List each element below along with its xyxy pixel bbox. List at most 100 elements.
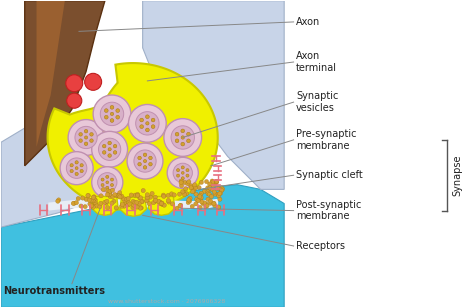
Circle shape [106,175,109,178]
Circle shape [108,191,112,195]
Circle shape [93,95,131,133]
Polygon shape [91,197,118,215]
Circle shape [135,205,139,209]
Polygon shape [148,197,175,215]
Circle shape [160,202,164,207]
Circle shape [198,205,202,209]
Circle shape [126,197,130,201]
Circle shape [162,194,166,198]
Circle shape [166,198,171,203]
Circle shape [219,186,223,190]
Circle shape [180,184,183,188]
Circle shape [140,125,144,128]
Polygon shape [1,123,109,227]
Circle shape [99,194,103,198]
Circle shape [105,199,109,203]
Circle shape [209,194,213,199]
Circle shape [91,167,123,198]
Circle shape [112,199,116,204]
Circle shape [102,151,106,154]
Circle shape [118,195,122,199]
Circle shape [141,188,146,193]
Circle shape [79,132,82,136]
Circle shape [176,168,180,172]
Circle shape [182,172,184,174]
Text: Synaptic
vesicles: Synaptic vesicles [296,91,338,113]
Circle shape [218,197,222,201]
Circle shape [147,201,151,206]
Circle shape [197,185,201,190]
Circle shape [79,139,82,142]
Circle shape [159,201,164,205]
Circle shape [204,180,209,184]
Circle shape [108,141,111,145]
Circle shape [148,195,153,199]
Circle shape [176,174,180,177]
Circle shape [187,198,191,202]
Circle shape [189,184,193,188]
Circle shape [128,104,166,142]
Circle shape [158,201,162,206]
Circle shape [156,199,161,204]
Circle shape [188,196,192,201]
Circle shape [160,201,164,205]
Circle shape [213,203,217,208]
Circle shape [181,129,185,133]
Circle shape [161,193,165,197]
Circle shape [212,190,217,194]
Text: Neurotransmitters: Neurotransmitters [3,286,106,296]
Circle shape [218,192,222,196]
Circle shape [182,192,187,197]
Circle shape [75,126,97,148]
Circle shape [158,200,162,205]
Circle shape [95,204,99,208]
Circle shape [215,179,219,183]
Circle shape [198,194,202,199]
Circle shape [133,193,137,197]
Circle shape [120,202,125,207]
Circle shape [131,199,135,204]
Polygon shape [36,1,65,147]
Text: Axon: Axon [296,17,320,27]
Circle shape [88,202,92,206]
Circle shape [91,205,95,209]
Circle shape [199,180,203,184]
Circle shape [166,193,170,197]
Circle shape [191,188,195,192]
Circle shape [201,201,205,206]
Circle shape [128,202,132,206]
Circle shape [90,139,93,142]
Circle shape [84,142,88,146]
Circle shape [186,200,191,205]
Circle shape [186,174,189,177]
Circle shape [167,200,171,204]
Circle shape [101,178,104,181]
Circle shape [91,131,128,167]
Circle shape [90,204,94,208]
Circle shape [151,201,155,205]
Circle shape [75,161,78,164]
Polygon shape [47,63,218,210]
Text: Synaptic cleft: Synaptic cleft [296,170,363,180]
Circle shape [108,192,112,197]
Circle shape [178,204,182,208]
Circle shape [206,190,210,194]
Circle shape [83,205,87,209]
Circle shape [194,197,199,201]
Circle shape [104,201,108,205]
Circle shape [140,199,145,204]
Circle shape [101,184,104,187]
Circle shape [108,148,111,151]
Circle shape [119,194,124,198]
Circle shape [208,186,212,190]
Circle shape [200,200,204,204]
Circle shape [100,102,124,126]
Circle shape [209,199,213,203]
Circle shape [187,139,191,143]
Circle shape [104,109,108,112]
Circle shape [93,198,98,202]
Circle shape [187,180,191,184]
Circle shape [102,144,106,148]
Circle shape [91,195,96,199]
Circle shape [214,179,219,184]
